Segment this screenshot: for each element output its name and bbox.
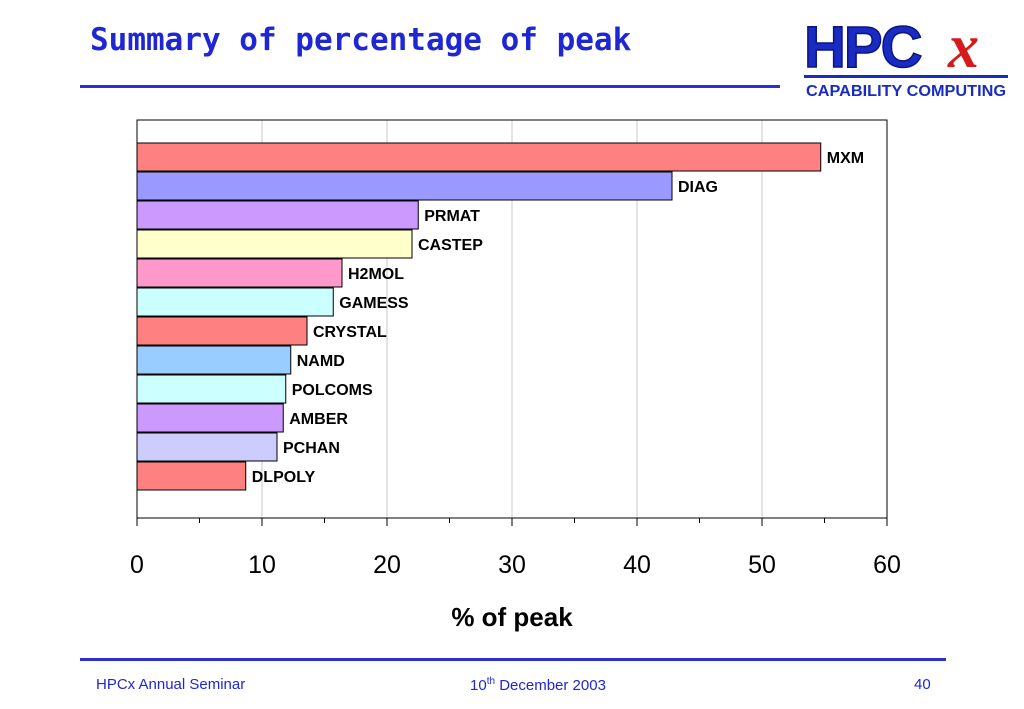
bar-dlpoly (136, 461, 247, 491)
footer-date-rest: December 2003 (495, 677, 606, 694)
bar-labels: MXM DIAG PRMAT CASTEP H2MOL GAMESS CRYSTAL NAMD… (252, 150, 864, 486)
bar-label-amber: AMBER (289, 411, 348, 428)
bar-diag (136, 171, 673, 201)
footer-date-suffix: th (486, 676, 496, 687)
bar-pchan (136, 432, 278, 462)
title-divider (80, 85, 780, 88)
bar-label-h2mol: H2MOL (348, 266, 404, 283)
bars (136, 142, 822, 491)
bar-label-pchan: PCHAN (283, 440, 340, 457)
bar-h2mol (136, 258, 343, 288)
bar-label-diag: DIAG (678, 179, 718, 196)
x-tick-label-10: 10 (248, 551, 276, 579)
bar-crystal (136, 316, 308, 346)
bar-castep (136, 229, 413, 259)
bar-label-namd: NAMD (297, 353, 345, 370)
footer-event: HPCx Annual Seminar (96, 676, 246, 693)
slide-title: Summary of percentage of peak (90, 22, 632, 58)
hpcx-logo: HPC x CAPABILITY COMPUTING (803, 13, 1008, 100)
logo-underline (804, 75, 1008, 78)
bar-label-mxm: MXM (827, 150, 864, 167)
x-tick-label-50: 50 (748, 551, 776, 579)
footer-page-number: 40 (914, 676, 931, 693)
bar-polcoms (136, 374, 287, 404)
bar-label-castep: CASTEP (418, 237, 483, 254)
footer-date-day: 10 (470, 677, 487, 694)
logo-main-text: HPC (804, 15, 922, 80)
x-axis-tick-labels: 0 10 20 30 40 50 60 (130, 551, 901, 579)
logo-accent-text: x (947, 13, 979, 81)
bar-gamess (136, 287, 334, 317)
bar-label-dlpoly: DLPOLY (252, 469, 316, 486)
bar-label-crystal: CRYSTAL (313, 324, 387, 341)
bar-mxm (136, 142, 822, 172)
bar-prmat (136, 200, 419, 230)
x-axis-ticks (136, 518, 888, 526)
bar-amber (136, 403, 284, 433)
x-tick-label-30: 30 (498, 551, 526, 579)
footer-date: 10th December 2003 (470, 676, 606, 694)
x-tick-label-0: 0 (130, 551, 144, 579)
x-tick-label-40: 40 (623, 551, 651, 579)
x-tick-label-20: 20 (373, 551, 401, 579)
x-axis-label: % of peak (451, 602, 573, 632)
bar-label-polcoms: POLCOMS (292, 382, 373, 399)
bar-label-prmat: PRMAT (424, 208, 480, 225)
footer-divider (80, 658, 946, 661)
bar-label-gamess: GAMESS (339, 295, 409, 312)
x-tick-label-60: 60 (873, 551, 901, 579)
bar-namd (136, 345, 292, 375)
logo-subtitle: CAPABILITY COMPUTING (806, 83, 1006, 100)
